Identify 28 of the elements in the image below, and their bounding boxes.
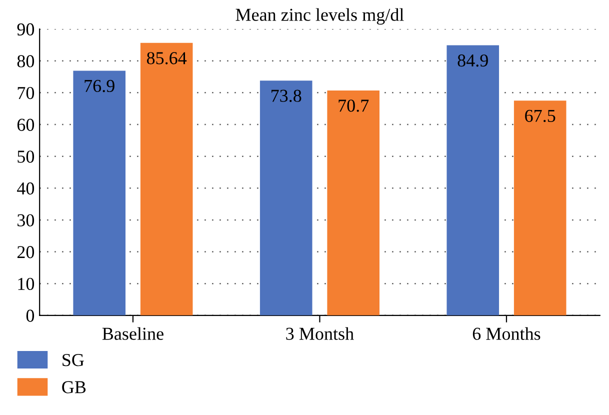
legend-label: SG [62, 354, 84, 366]
y-tick-label: 0 [26, 310, 34, 322]
bar [514, 100, 566, 316]
x-tick-label: 3 Montsh [286, 327, 354, 340]
x-tick-label: 6 Months [472, 327, 540, 340]
legend-label: GB [62, 381, 86, 394]
y-tick-label: 10 [18, 278, 34, 290]
y-tick-label: 30 [18, 214, 34, 226]
data-label: 67.5 [525, 110, 556, 122]
bar [327, 90, 380, 316]
bar [446, 45, 500, 316]
y-tick-label: 90 [17, 23, 34, 36]
y-tick-label: 40 [17, 182, 34, 195]
y-tick-label: 70 [18, 86, 34, 100]
y-tick-label: 80 [17, 55, 34, 68]
bar [73, 70, 126, 316]
y-tick-label: 60 [17, 118, 34, 131]
chart-title: Mean zinc levels mg/dl [236, 8, 404, 25]
data-label: 76.9 [84, 80, 114, 92]
x-tick-label: Baseline [102, 327, 164, 340]
data-label: 70.7 [338, 100, 369, 112]
y-tick-label: 50 [18, 150, 34, 163]
data-label: 73.8 [272, 90, 302, 102]
data-label: 84.9 [458, 54, 488, 67]
bar [260, 80, 312, 316]
bar [140, 42, 193, 316]
data-label: 85.64 [146, 52, 187, 64]
y-tick-label: 20 [17, 246, 34, 258]
